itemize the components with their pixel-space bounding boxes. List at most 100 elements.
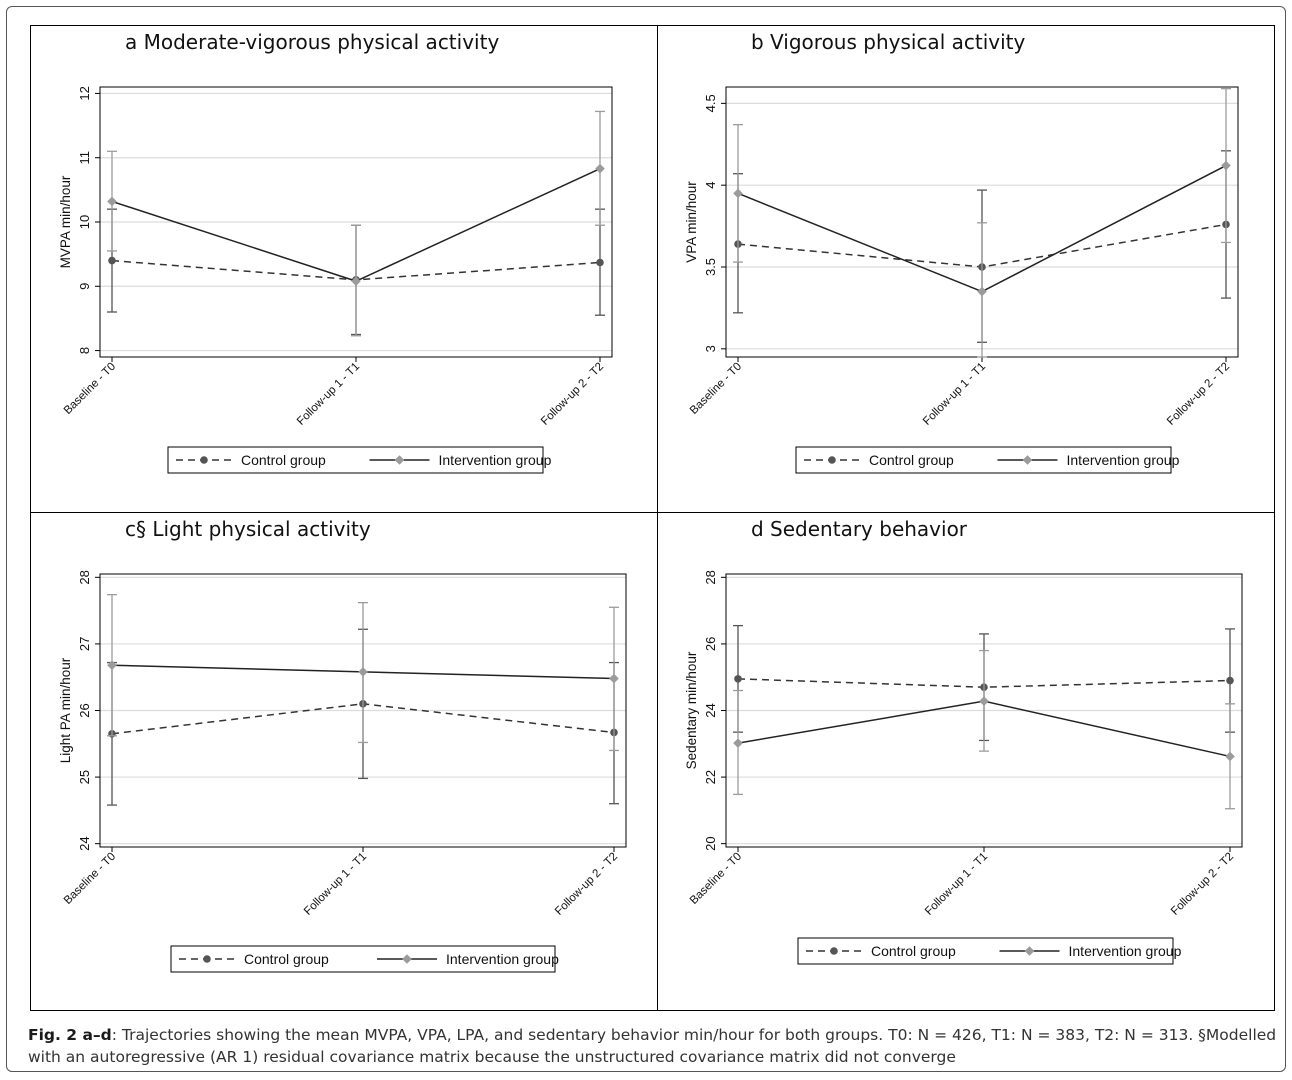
legend: Control group Intervention group <box>795 446 1180 474</box>
x-axis: Baseline - T0 Follow-up 1 - T1 Follow-up 2… <box>62 357 606 428</box>
y-axis-label: Light PA min/hour <box>58 657 73 763</box>
legend-box <box>167 446 544 474</box>
y-tick-label: 24 <box>77 836 92 850</box>
x-tick-label: Follow-up 1 - T1 <box>295 361 362 428</box>
data-point <box>733 188 743 199</box>
y-axis: 24 25 26 27 28 <box>77 570 100 851</box>
y-axis: 20 22 24 26 28 <box>703 570 726 851</box>
figure-frame <box>6 6 1286 1072</box>
y-tick-label: 8 <box>77 347 92 354</box>
chart-svg: c§ Light physical activity 24 25 26 27 28 Ligh… <box>58 517 627 973</box>
y-axis: 8 9 10 11 12 <box>77 86 100 354</box>
figure-caption: Fig. 2 a–d: Trajectories showing the mea… <box>28 1024 1278 1068</box>
legend: Control group Intervention group <box>167 446 552 474</box>
chart-svg: d Sedentary behavior 20 22 24 26 28 Sedentary … <box>684 517 1243 965</box>
chart-panel-d: d Sedentary behavior 20 22 24 26 28 Sedentary … <box>658 513 1275 1011</box>
panel-grid <box>30 25 1275 1011</box>
x-tick-label: Baseline - T0 <box>62 851 118 907</box>
chart-panel-b: b Vigorous physical activity 3 3.5 4 4.5 VPA … <box>658 25 1275 512</box>
x-tick-label: Baseline - T0 <box>62 361 118 417</box>
legend-marker <box>830 947 838 955</box>
y-axis-label: VPA min/hour <box>684 181 699 263</box>
data-point <box>108 256 116 265</box>
data-point <box>595 163 605 174</box>
legend: Control group Intervention group <box>797 937 1182 965</box>
x-tick-label: Follow-up 2 - T2 <box>553 851 620 918</box>
chart-title: d Sedentary behavior <box>751 517 968 541</box>
y-tick-label: 26 <box>703 637 718 651</box>
x-tick-label: Follow-up 1 - T1 <box>921 361 988 428</box>
data-point <box>351 276 361 286</box>
legend-marker <box>1024 946 1035 956</box>
data-point <box>358 667 368 677</box>
caption-text: : Trajectories showing the mean MVPA, VP… <box>28 1026 1277 1066</box>
gridlines <box>100 92 612 352</box>
y-tick-label: 22 <box>703 770 718 784</box>
caption-label: Fig. 2 a–d <box>28 1026 112 1044</box>
data-point <box>733 738 743 748</box>
x-axis: Baseline - T0 Follow-up 1 - T1 Follow-up 2… <box>688 357 1232 428</box>
data-point <box>609 673 619 684</box>
x-axis: Baseline - T0 Follow-up 1 - T1 Follow-up 2… <box>688 847 1236 918</box>
chart-svg: b Vigorous physical activity 3 3.5 4 4.5 VPA … <box>684 30 1239 474</box>
series-intervention <box>733 87 1231 358</box>
y-axis: 3 3.5 4 4.5 <box>703 94 726 352</box>
y-axis-label: Sedentary min/hour <box>684 651 699 769</box>
legend: Control group Intervention group <box>170 945 559 973</box>
data-point <box>1226 676 1234 685</box>
y-tick-label: 25 <box>77 770 92 784</box>
chart-svg: a Moderate-vigorous physical activity 8 9 1… <box>58 30 613 474</box>
legend-label: Control group <box>871 943 956 959</box>
y-tick-label: 28 <box>703 570 718 584</box>
data-point <box>1221 160 1231 171</box>
data-point <box>107 196 117 207</box>
x-tick-label: Follow-up 2 - T2 <box>1169 851 1236 918</box>
x-tick-label: Follow-up 2 - T2 <box>1165 361 1232 428</box>
data-point <box>979 696 989 706</box>
y-tick-label: 4.5 <box>703 94 718 112</box>
panel-divider-vertical <box>657 25 658 1011</box>
panel-divider-horizontal <box>30 512 1275 513</box>
y-tick-label: 4 <box>703 182 718 189</box>
legend-label: Control group <box>869 452 954 468</box>
legend-label: Intervention group <box>1069 943 1182 959</box>
chart-title: c§ Light physical activity <box>125 517 371 541</box>
legend-marker <box>203 955 211 963</box>
data-point <box>1225 751 1235 762</box>
y-tick-label: 24 <box>703 703 718 717</box>
y-tick-label: 10 <box>77 215 92 229</box>
chart-title: a Moderate-vigorous physical activity <box>125 30 499 54</box>
legend-marker <box>394 455 405 465</box>
x-axis: Baseline - T0 Follow-up 1 - T1 Follow-up 2… <box>62 847 620 918</box>
legend-label: Intervention group <box>1067 452 1180 468</box>
series-intervention <box>107 593 619 752</box>
data-point <box>977 286 987 297</box>
chart-panel-a: a Moderate-vigorous physical activity 8 9 1… <box>30 25 657 512</box>
data-point <box>107 660 117 671</box>
y-tick-label: 3.5 <box>703 258 718 276</box>
data-point <box>596 258 604 267</box>
series-intervention <box>107 110 605 337</box>
legend-label: Intervention group <box>446 951 559 967</box>
y-axis-label: MVPA min/hour <box>58 175 73 268</box>
y-tick-label: 12 <box>77 86 92 100</box>
y-tick-label: 20 <box>703 836 718 850</box>
y-tick-label: 27 <box>77 637 92 651</box>
y-tick-label: 3 <box>703 345 718 352</box>
x-tick-label: Follow-up 1 - T1 <box>923 851 990 918</box>
x-tick-label: Baseline - T0 <box>688 361 744 417</box>
y-tick-label: 26 <box>77 703 92 717</box>
y-tick-label: 9 <box>77 283 92 290</box>
legend-marker <box>828 456 836 464</box>
series-intervention <box>733 649 1235 810</box>
x-tick-label: Follow-up 1 - T1 <box>302 851 369 918</box>
legend-label: Control group <box>241 452 326 468</box>
y-tick-label: 28 <box>77 570 92 584</box>
x-tick-label: Follow-up 2 - T2 <box>539 361 606 428</box>
y-tick-label: 11 <box>77 151 92 165</box>
legend-label: Intervention group <box>439 452 552 468</box>
data-point <box>734 675 742 683</box>
chart-title: b Vigorous physical activity <box>751 30 1025 54</box>
legend-marker <box>200 456 208 464</box>
legend-label: Control group <box>244 951 329 967</box>
